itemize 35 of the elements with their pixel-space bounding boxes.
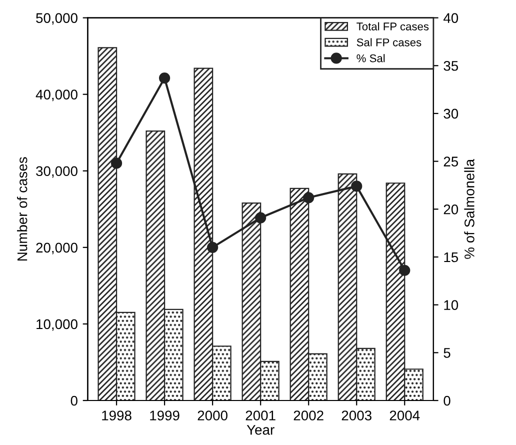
y2-tick-label: 40: [443, 13, 458, 23]
y-tick-label: 30,000: [36, 166, 78, 178]
legend-label: Total FP cases: [356, 22, 429, 30]
x-tick-label: 2003: [342, 410, 372, 420]
y2-tick-label: 30: [444, 108, 458, 119]
y2-tick-label: 20: [444, 204, 458, 214]
legend-label: Sal FP cases: [356, 38, 422, 46]
x-tick-label: 2004: [390, 410, 420, 420]
point: [255, 212, 266, 224]
x-tick-label: 1999: [150, 410, 180, 420]
point: [351, 180, 362, 192]
y2-tick-label: 10: [444, 300, 458, 310]
x-tick-label: 2001: [246, 410, 276, 420]
y2-tick-label: 35: [444, 60, 458, 71]
point: [399, 264, 410, 276]
y-tick-label: 40,000: [36, 90, 78, 102]
x-axis-title: Year: [246, 425, 274, 435]
y-axis-title: Number of cases: [17, 157, 28, 260]
point: [207, 242, 218, 253]
y2-tick-label: 0: [444, 396, 450, 406]
y2-tick-label: 5: [444, 348, 450, 358]
legend-label: % Sal: [356, 54, 385, 62]
y2-axis-title: % of Salmonella: [464, 158, 474, 259]
point: [158, 72, 170, 84]
y2-tick-label: 25: [444, 156, 458, 166]
y-tick-label: 20,000: [36, 242, 78, 254]
point: [110, 158, 122, 169]
point: [303, 192, 314, 204]
x-tick-label: 2002: [294, 410, 324, 420]
y-tick-label: 0: [70, 396, 78, 406]
y-tick-label: 10,000: [36, 319, 78, 331]
y-tick-label: 50,000: [36, 13, 78, 25]
x-tick-label: 1998: [102, 410, 132, 420]
x-tick-label: 2000: [198, 410, 228, 420]
y2-tick-label: 15: [444, 252, 458, 262]
